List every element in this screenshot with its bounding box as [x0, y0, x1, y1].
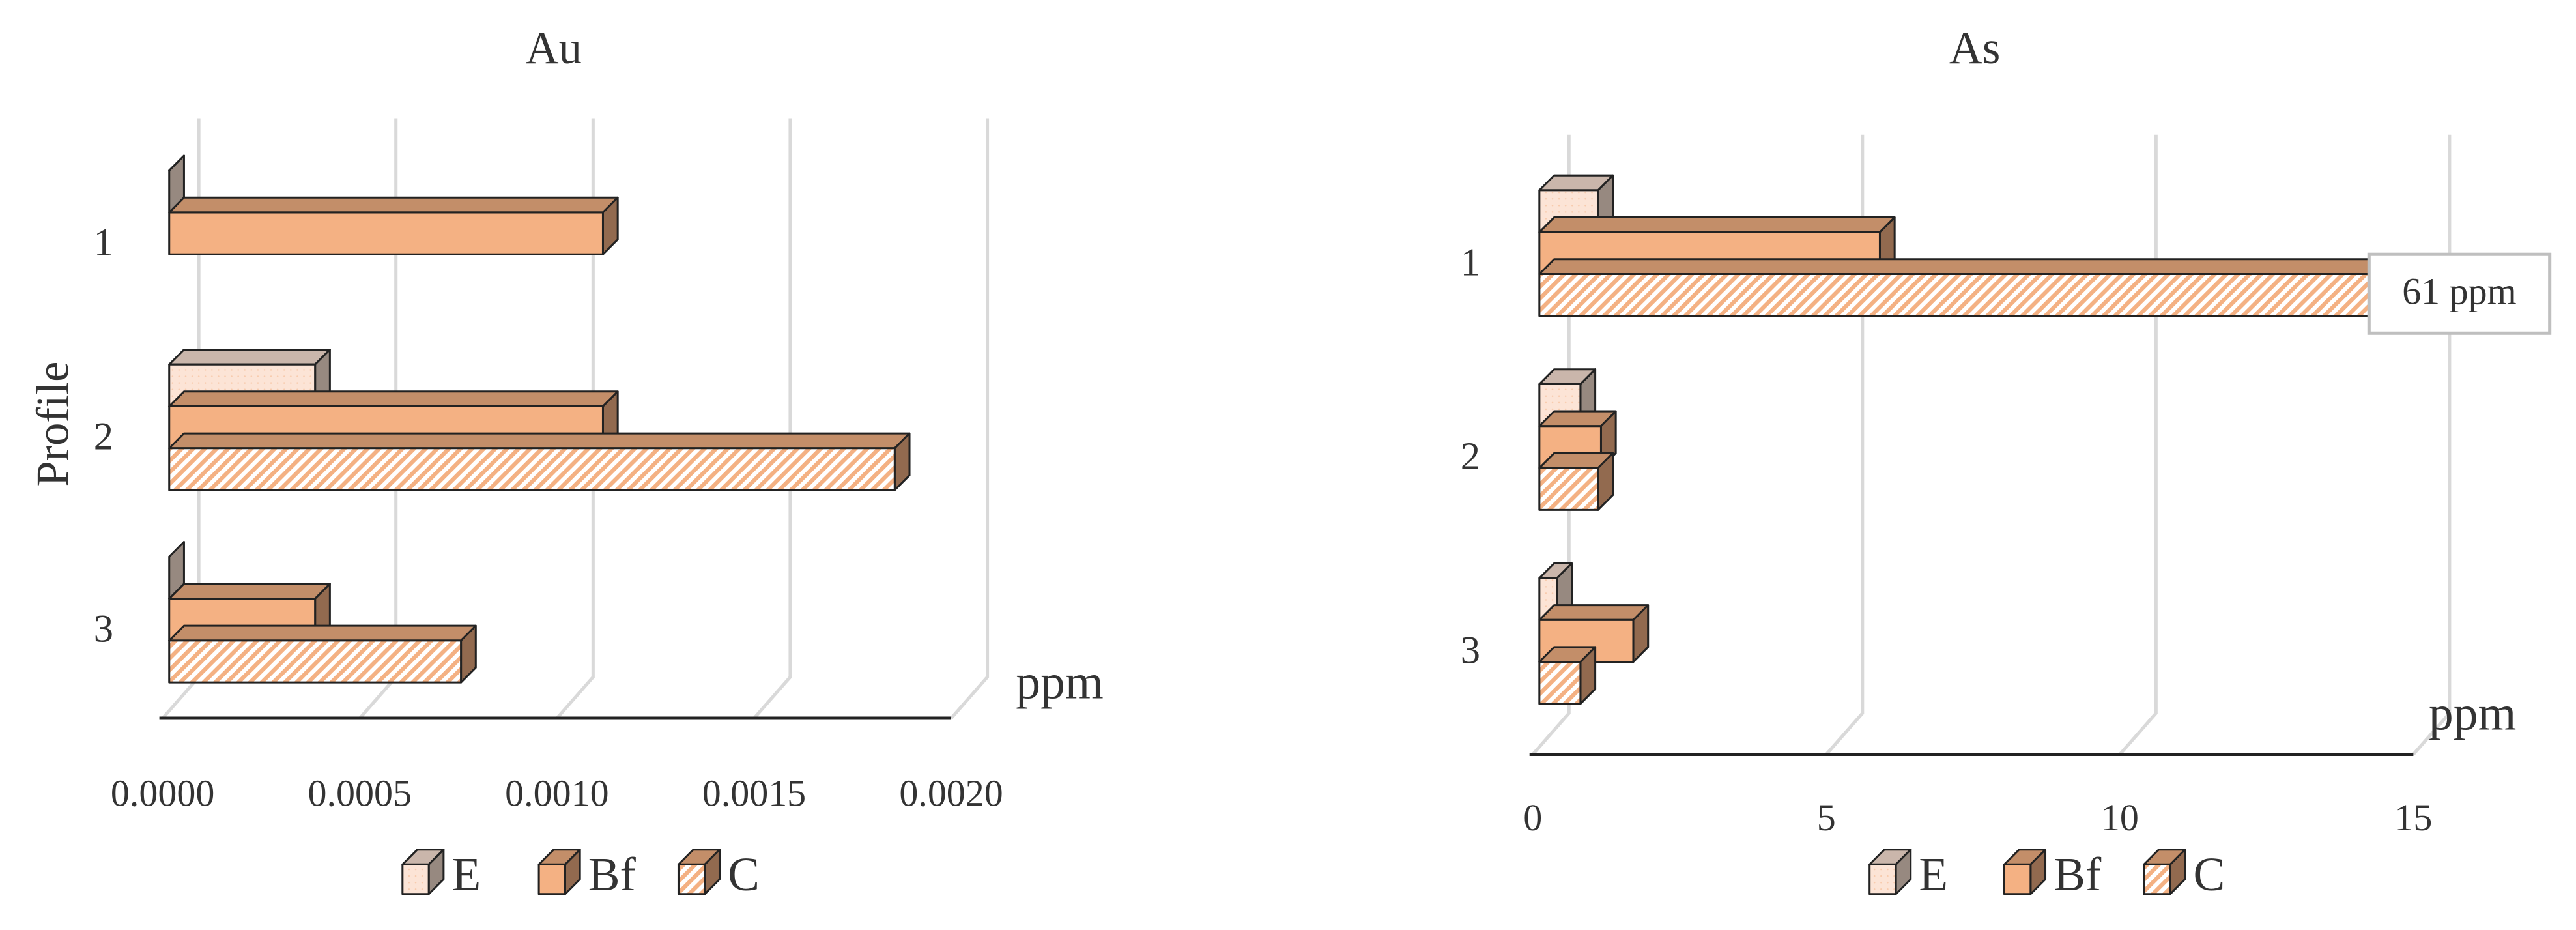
y-tick-label: 3	[1461, 629, 1480, 673]
bar	[1538, 272, 2420, 317]
y-tick-label: 1	[94, 221, 113, 265]
bars	[1538, 174, 2420, 705]
bar	[401, 863, 430, 895]
bars	[168, 154, 911, 684]
y-tick-label: 2	[94, 415, 113, 459]
bar	[168, 447, 896, 491]
bar-top	[168, 624, 477, 642]
chart-title: Au	[526, 23, 582, 74]
bar	[677, 863, 706, 895]
bar	[168, 639, 463, 684]
grid-line	[1825, 134, 1865, 756]
bar-top	[168, 583, 331, 600]
bar-top	[168, 390, 619, 408]
y-tick-label: 3	[94, 607, 113, 651]
legend-label: Bf	[2054, 848, 2102, 901]
bar-top	[168, 432, 911, 450]
x-tick-label: 5	[1817, 796, 1836, 839]
grid-line	[752, 118, 792, 719]
value-label-box	[2367, 252, 2552, 335]
grid-line	[2118, 134, 2158, 756]
bar	[1868, 863, 1897, 895]
bar-top	[168, 348, 331, 366]
bar-top	[1538, 216, 1896, 233]
bar	[2003, 863, 2032, 895]
bar-top	[168, 196, 619, 214]
bar	[1538, 467, 1599, 511]
y-tick-label: 1	[1461, 240, 1480, 284]
bar	[1538, 661, 1582, 705]
x-axis-label: ppm	[2429, 686, 2516, 740]
x-axis-label: ppm	[1016, 655, 1103, 709]
legend-label: E	[451, 848, 481, 901]
bar	[537, 863, 566, 895]
grid-line	[555, 118, 595, 719]
bar-top	[1538, 604, 1650, 621]
grid-line	[1531, 134, 1571, 756]
bar	[168, 211, 604, 255]
x-tick-label: 10	[2101, 796, 2139, 839]
grid-line	[2412, 134, 2452, 756]
x-tick-label: 0.0000	[111, 772, 214, 814]
legend-label: C	[2193, 848, 2225, 901]
legend-label: C	[728, 848, 760, 901]
x-tick-label: 0.0005	[308, 772, 412, 814]
grid-line	[950, 118, 990, 719]
x-tick-label: 15	[2394, 796, 2432, 839]
value-label: 61 ppm	[2402, 270, 2517, 313]
x-tick-label: 0	[1523, 796, 1542, 839]
legend-label: Bf	[588, 848, 637, 901]
x-tick-label: 0.0010	[505, 772, 608, 814]
chart-title: As	[1949, 23, 2000, 74]
y-tick-label: 2	[1461, 435, 1480, 478]
legend-label: E	[1919, 848, 1948, 901]
x-tick-label: 0.0015	[702, 772, 806, 814]
y-axis-label: Profile	[27, 362, 78, 487]
scaled-root: Au 0.0000 0.0005 0.0010 0.0015 0.0020 ppm Profi…	[27, 23, 2552, 901]
bar	[2143, 863, 2171, 895]
x-tick-label: 0.0020	[899, 772, 1003, 814]
